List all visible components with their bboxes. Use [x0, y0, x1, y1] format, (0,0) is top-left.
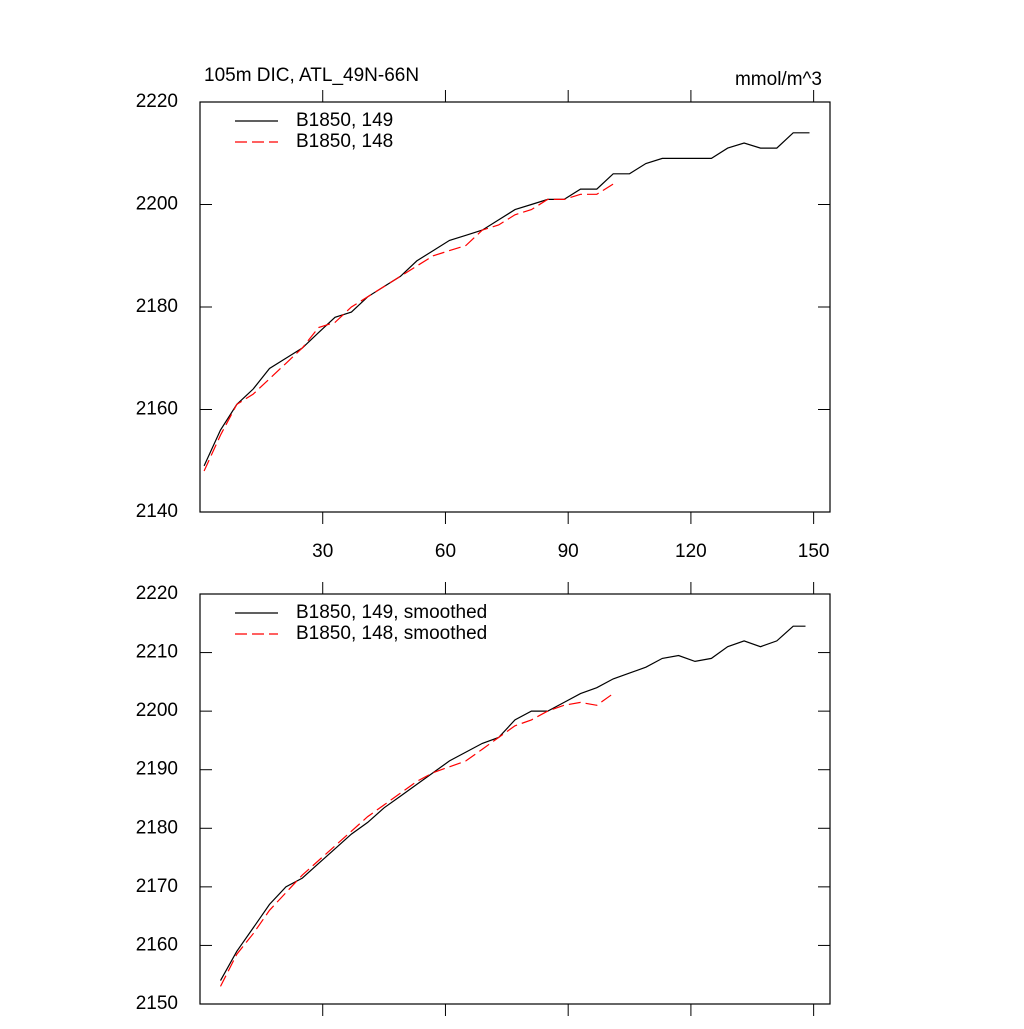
legend-label: B1850, 148 [296, 131, 393, 152]
y-tick-label: 2210 [136, 642, 178, 663]
y-tick-label: 2180 [136, 296, 178, 317]
x-tick-label: 150 [798, 541, 830, 562]
y-tick-label: 2200 [136, 194, 178, 215]
y-tick-label: 2200 [136, 700, 178, 721]
plot-frame [199, 593, 831, 1005]
chart-title: 105m DIC, ATL_49N-66N [204, 65, 419, 86]
y-tick-label: 2190 [136, 759, 178, 780]
plot-frame [199, 101, 831, 513]
x-tick-label: 30 [312, 541, 333, 562]
legend-label: B1850, 148, smoothed [296, 623, 487, 644]
series-line [203, 183, 614, 472]
y-tick-label: 2160 [136, 399, 178, 420]
legend-label: B1850, 149, smoothed [296, 602, 487, 623]
x-tick-label: 90 [558, 541, 579, 562]
legend-label: B1850, 149 [296, 110, 393, 131]
y-tick-label: 2140 [136, 501, 178, 522]
series-line [203, 132, 810, 467]
series-line [219, 693, 614, 987]
units-label: mmol/m^3 [735, 69, 822, 90]
y-tick-label: 2160 [136, 934, 178, 955]
x-tick-label: 60 [435, 541, 456, 562]
x-tick-label: 120 [675, 541, 707, 562]
series-line [219, 625, 806, 981]
y-tick-label: 2170 [136, 876, 178, 897]
y-tick-label: 2220 [136, 583, 178, 604]
y-tick-label: 2150 [136, 993, 178, 1014]
y-tick-label: 2180 [136, 817, 178, 838]
y-tick-label: 2220 [136, 91, 178, 112]
